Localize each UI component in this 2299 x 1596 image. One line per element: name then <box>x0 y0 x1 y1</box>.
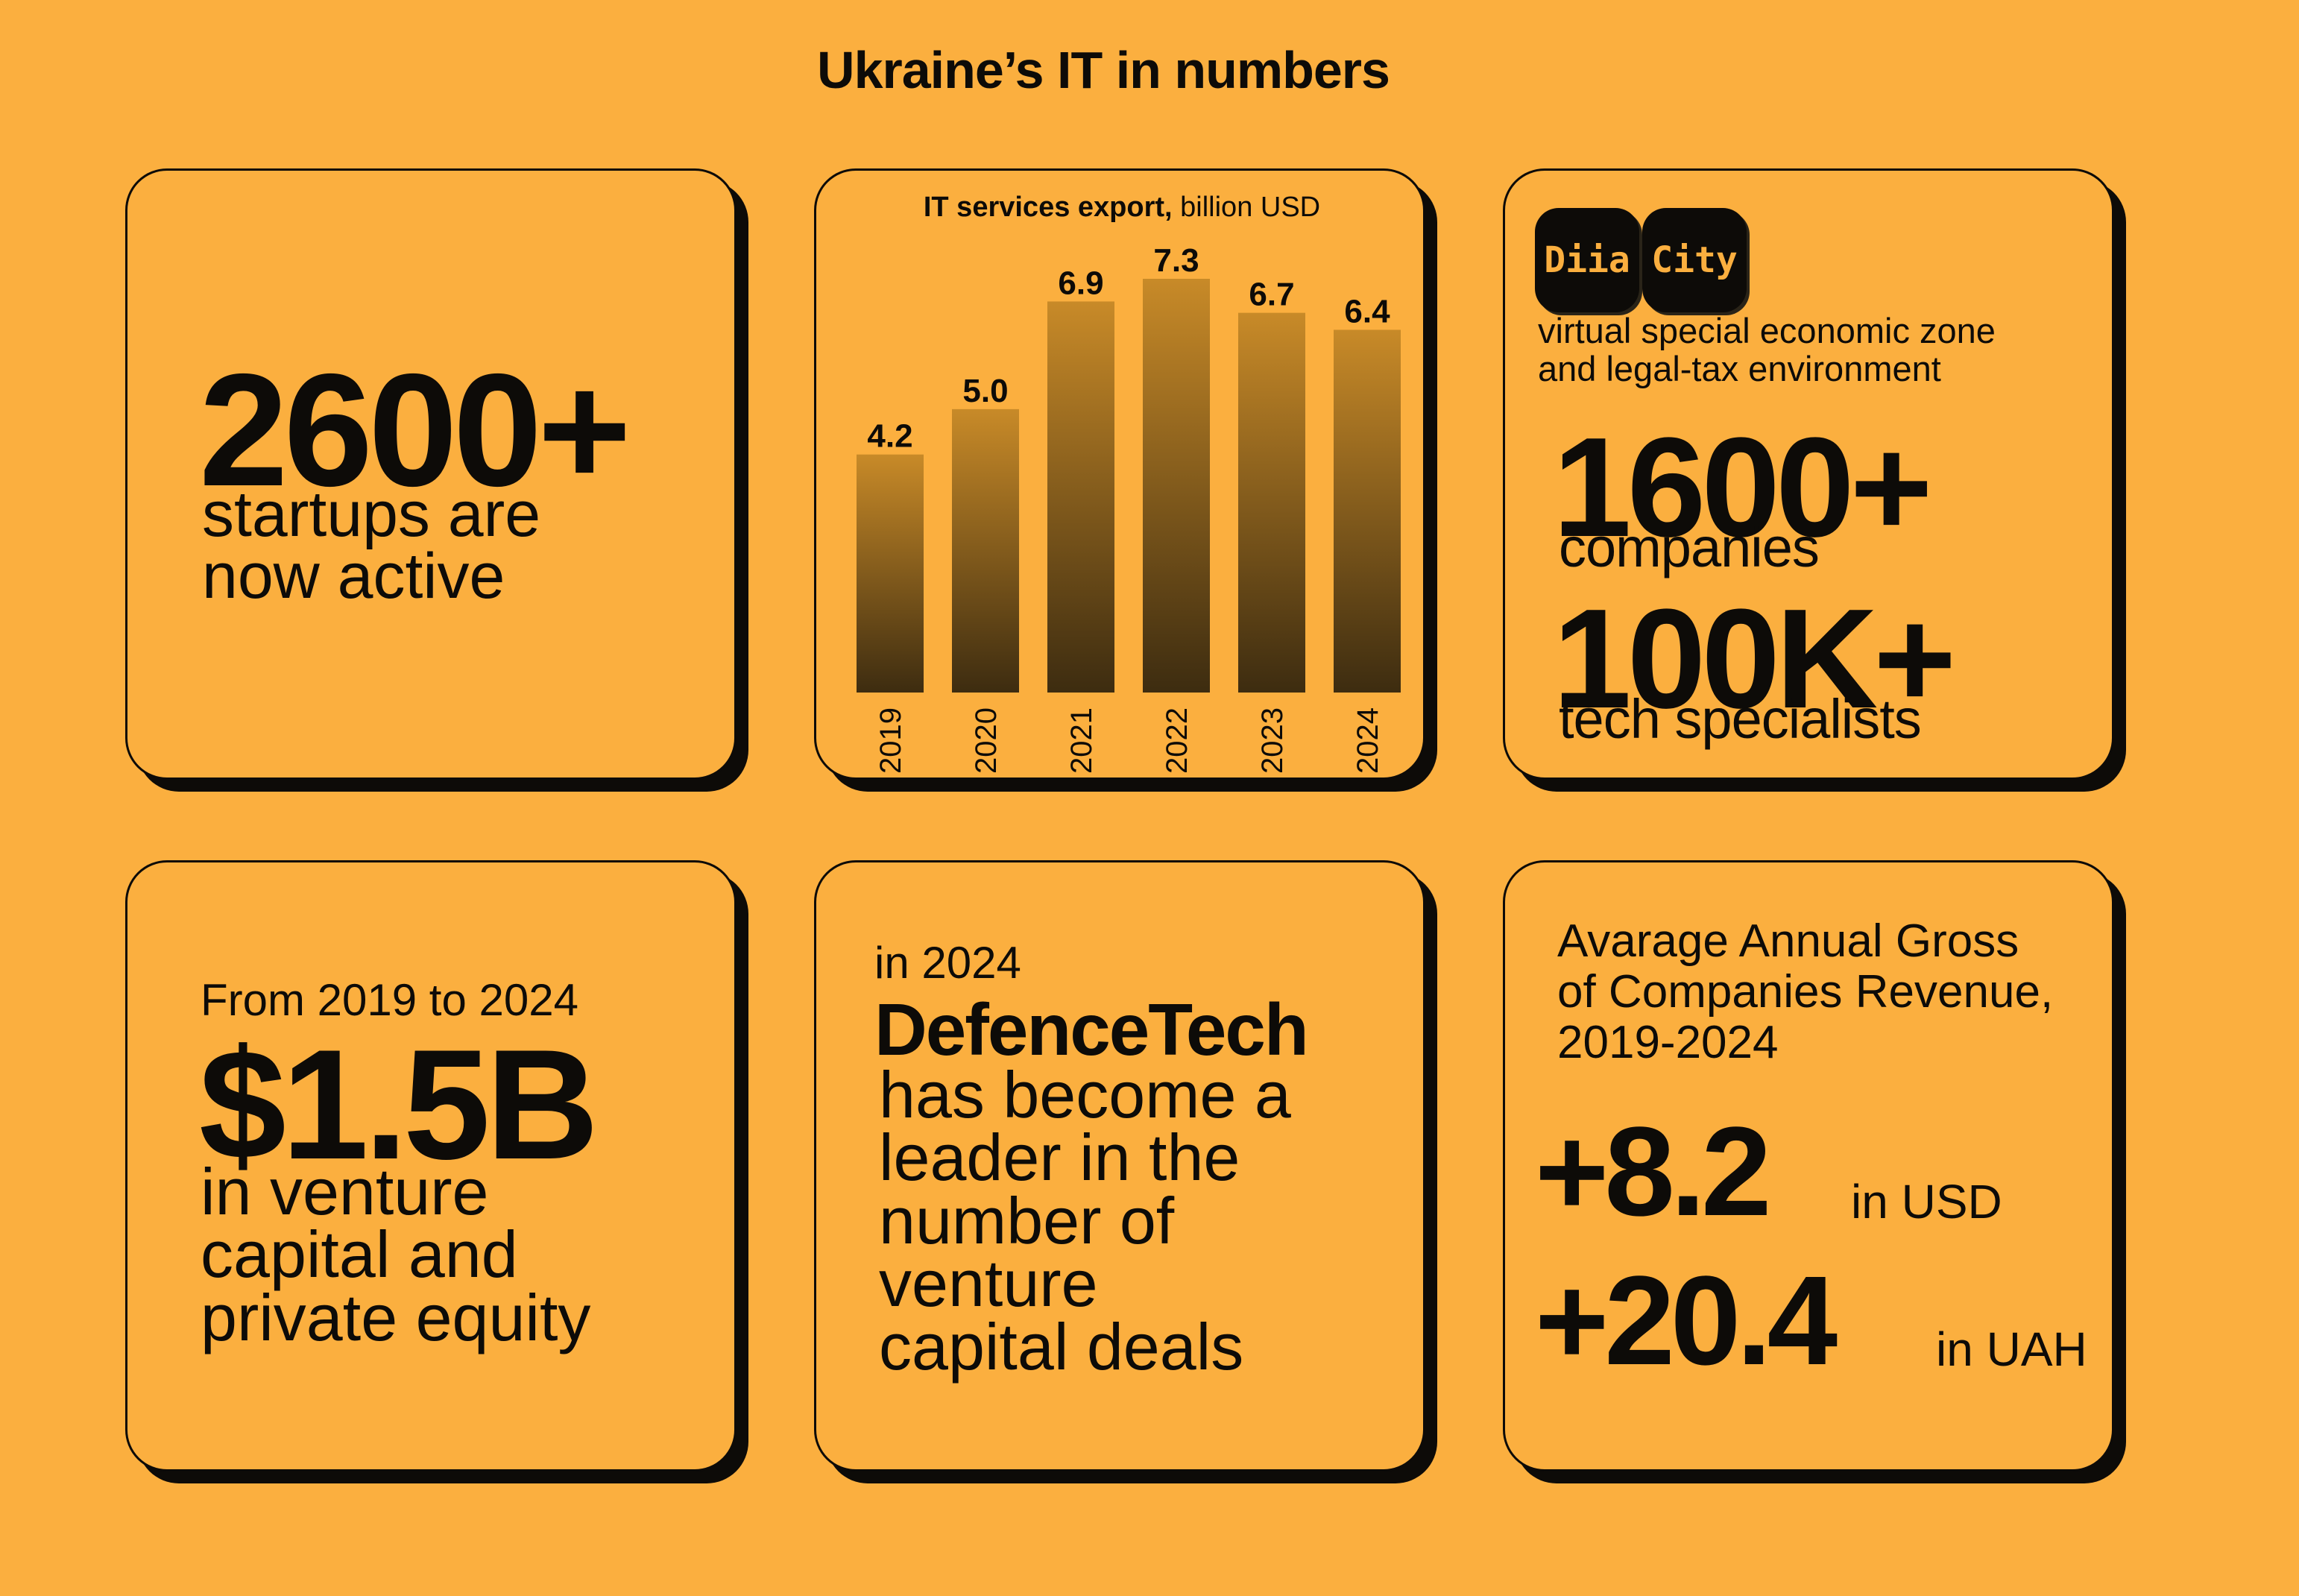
startups-number: 2600+ <box>199 340 631 520</box>
usd-growth-value: +8.2 <box>1535 1101 1772 1243</box>
bar-2022 <box>1143 279 1210 693</box>
companies-label: companies <box>1559 517 1820 578</box>
startups-card: 2600+ startups are now active <box>125 168 737 780</box>
usd-label: in USD <box>1851 1175 2002 1228</box>
x-tick-label: 2021 <box>1065 707 1098 774</box>
bar-2020 <box>952 409 1019 693</box>
revenue-card: Avarage Annual Gross of Companies Revenu… <box>1503 860 2114 1472</box>
chart-title-bold: IT services export, <box>923 192 1173 223</box>
venture-period: From 2019 to 2024 <box>201 975 578 1025</box>
export-bar-chart: 4.2 2019 5.0 2020 6.9 2021 7.3 2022 6.7 2023 6.4 20… <box>857 242 1401 774</box>
revenue-title: Avarage Annual Gross of Companies Revenu… <box>1557 915 2054 1069</box>
specialists-number: 100K+ <box>1553 580 1956 738</box>
x-tick-label: 2023 <box>1256 707 1289 774</box>
x-tick-label: 2024 <box>1352 707 1384 774</box>
venture-label: in venture capital and private equity <box>201 1155 591 1354</box>
bar-value-label: 4.2 <box>867 418 912 455</box>
defence-year: in 2024 <box>874 938 1021 988</box>
bar-value-label: 5.0 <box>962 373 1008 409</box>
uah-label: in UAH <box>1936 1322 2087 1376</box>
uah-growth-value: +20.4 <box>1535 1250 1838 1392</box>
defencetech-card: in 2024 DefenceTech has become a leader … <box>814 860 1425 1472</box>
defence-text: has become a leader in the number of ven… <box>879 1058 1291 1384</box>
diia-description: virtual special economic zone and legal-… <box>1538 311 1996 388</box>
bar-2023 <box>1238 312 1305 693</box>
export-chart-card: IT services export, billion USD 4.2 2019 5… <box>814 168 1425 780</box>
startups-label: startups are now active <box>202 479 541 612</box>
specialists-label: tech specialists <box>1559 688 1922 750</box>
diia-logo-block: Dіia <box>1535 208 1639 312</box>
bar-value-label: 6.7 <box>1249 277 1294 313</box>
bar-value-label: 6.4 <box>1344 293 1390 329</box>
page-title: Ukraine’s IT in numbers <box>817 41 1390 99</box>
bar-2019 <box>857 454 924 693</box>
venture-card: From 2019 to 2024 $1.5B in venture capit… <box>125 860 737 1472</box>
defence-headline: DefenceTech <box>874 988 1309 1070</box>
x-tick-label: 2022 <box>1161 707 1193 774</box>
bar-2024 <box>1334 329 1401 693</box>
bar-value-label: 6.9 <box>1058 265 1103 301</box>
chart-title-unit: billion USD <box>1172 192 1321 223</box>
x-tick-label: 2020 <box>970 707 1003 774</box>
chart-title: IT services export, billion USD <box>816 192 1428 224</box>
companies-number: 1600+ <box>1553 409 1933 567</box>
venture-amount: $1.5B <box>199 1017 599 1192</box>
city-logo-block: City <box>1642 208 1747 312</box>
x-tick-label: 2019 <box>874 707 907 774</box>
bar-2021 <box>1047 301 1114 693</box>
bar-value-label: 7.3 <box>1153 242 1199 279</box>
diia-city-card: Dіia City virtual special economic zone … <box>1503 168 2114 780</box>
